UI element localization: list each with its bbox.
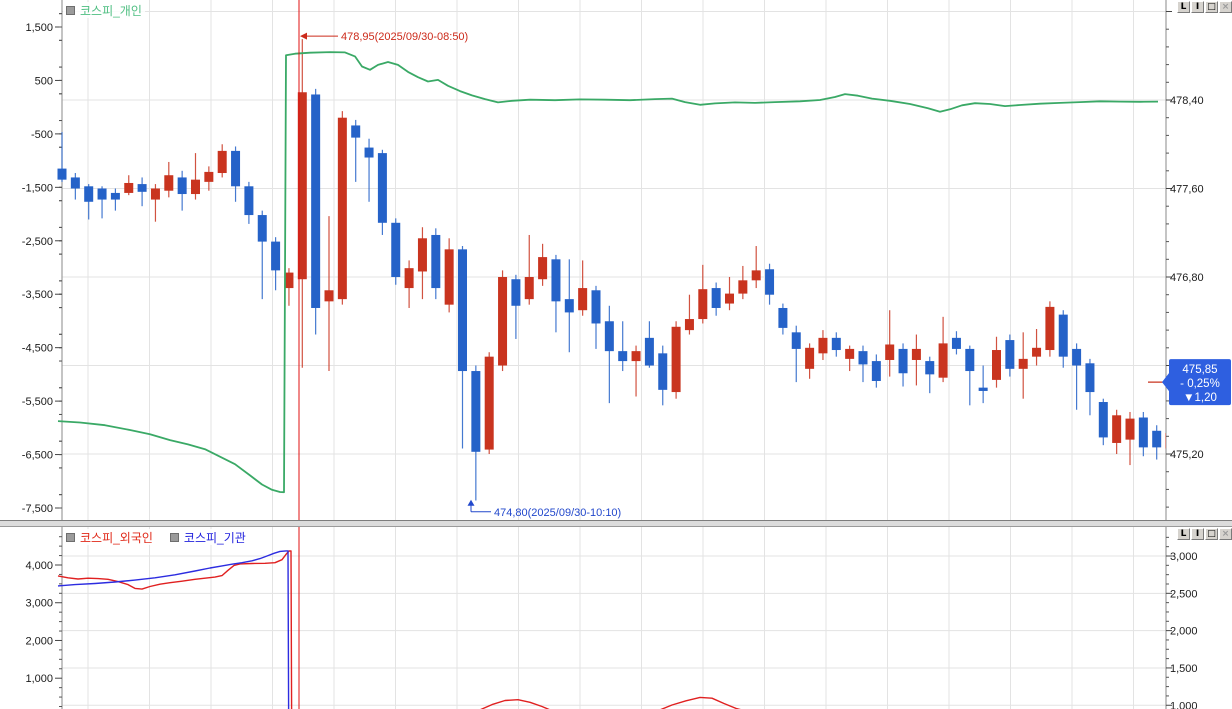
legend-group-bottom: 코스피_외국인 코스피_기관 — [63, 529, 249, 545]
svg-text:2,500: 2,500 — [1170, 588, 1198, 600]
svg-text:474,80(2025/09/30-10:10): 474,80(2025/09/30-10:10) — [494, 507, 621, 519]
svg-text:-7,500: -7,500 — [22, 503, 53, 515]
svg-text:500: 500 — [35, 75, 53, 87]
svg-text:3,000: 3,000 — [25, 598, 53, 610]
top-panel-window-controls: L I □ × — [1177, 1, 1232, 13]
legend-kospi-institution[interactable]: 코스피_기관 — [169, 529, 246, 546]
svg-text:478,95(2025/09/30-08:50): 478,95(2025/09/30-08:50) — [341, 31, 468, 43]
bottom-panel-window-controls: L I □ × — [1177, 528, 1232, 540]
svg-text:-3,500: -3,500 — [22, 289, 53, 301]
svg-text:475,20: 475,20 — [1170, 449, 1204, 461]
svg-text:-2,500: -2,500 — [22, 236, 53, 248]
svg-text:1,000: 1,000 — [25, 673, 53, 685]
legend-swatch-icon — [66, 532, 75, 542]
close-icon[interactable]: × — [1219, 1, 1232, 13]
legend-label: 코스피_외국인 — [80, 530, 153, 545]
svg-text:4,000: 4,000 — [25, 560, 53, 572]
maximize-icon[interactable]: □ — [1205, 1, 1218, 13]
svg-text:-500: -500 — [31, 129, 53, 141]
svg-text:-4,500: -4,500 — [22, 343, 53, 355]
maximize-icon[interactable]: □ — [1205, 528, 1218, 540]
button-L[interactable]: L — [1177, 528, 1190, 540]
svg-text:477,60: 477,60 — [1170, 184, 1204, 196]
svg-text:3,000: 3,000 — [1170, 551, 1198, 563]
legend-label: 코스피_기관 — [183, 530, 246, 545]
svg-text:1,500: 1,500 — [25, 22, 53, 34]
close-icon[interactable]: × — [1219, 528, 1232, 540]
svg-text:478,40: 478,40 — [1170, 95, 1204, 107]
legend-kospi-individual[interactable]: 코스피_개인 — [63, 2, 145, 18]
svg-text:1,500: 1,500 — [1170, 663, 1198, 675]
svg-text:476,80: 476,80 — [1170, 272, 1204, 284]
panel-splitter[interactable] — [0, 520, 1232, 527]
svg-text:2,000: 2,000 — [1170, 626, 1198, 638]
legend-label: 코스피_개인 — [80, 3, 142, 18]
legend-swatch-icon — [66, 5, 75, 15]
svg-text:- 0,25%: - 0,25% — [1180, 378, 1220, 390]
svg-text:2,000: 2,000 — [25, 635, 53, 647]
svg-text:▼1,20: ▼1,20 — [1183, 392, 1217, 404]
svg-text:-6,500: -6,500 — [22, 450, 53, 462]
svg-text:475,85: 475,85 — [1182, 364, 1217, 376]
button-I[interactable]: I — [1191, 1, 1204, 13]
button-I[interactable]: I — [1191, 528, 1204, 540]
svg-text:-1,500: -1,500 — [22, 182, 53, 194]
legend-kospi-foreigner[interactable]: 코스피_외국인 — [66, 529, 153, 546]
legend-swatch-icon — [169, 532, 179, 542]
svg-text:1,000: 1,000 — [1170, 700, 1198, 709]
button-L[interactable]: L — [1177, 1, 1190, 13]
svg-text:-5,500: -5,500 — [22, 396, 53, 408]
